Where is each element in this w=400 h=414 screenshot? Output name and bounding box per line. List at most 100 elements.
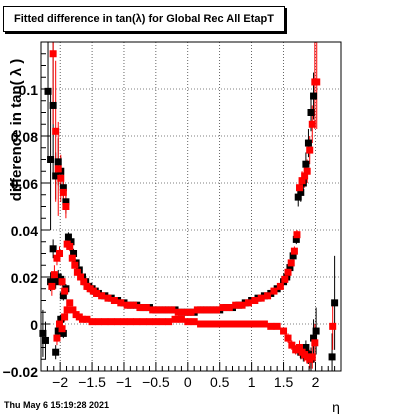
data-point-red — [193, 306, 201, 314]
x-tick-label: −1.5 — [78, 374, 106, 390]
data-point-red — [146, 318, 154, 326]
data-point-red — [273, 322, 281, 330]
data-point-black — [44, 87, 52, 95]
data-point-black — [70, 250, 78, 257]
data-point-red — [181, 308, 189, 316]
data-point-red — [69, 306, 77, 314]
data-point-black — [289, 252, 297, 260]
data-point-red — [152, 318, 160, 326]
chart-title: Fitted difference in tan(λ) for Global R… — [3, 6, 285, 32]
data-point-red — [213, 306, 221, 314]
data-point-black — [59, 292, 67, 300]
x-tick-label: −2 — [52, 374, 68, 390]
data-point-red — [73, 268, 81, 276]
data-point-red — [63, 306, 71, 314]
data-point-red — [216, 320, 224, 328]
data-point-black — [59, 329, 67, 337]
data-point-red — [288, 341, 296, 349]
data-point-red — [101, 318, 109, 326]
data-point-red — [120, 318, 128, 326]
data-point-red — [200, 306, 208, 314]
data-point-red — [49, 50, 57, 58]
data-point-red — [52, 127, 60, 135]
data-point-black — [297, 188, 305, 196]
data-point-red — [123, 301, 131, 309]
data-point-red — [257, 294, 265, 302]
data-point-red — [184, 318, 192, 326]
data-point-black — [312, 327, 320, 335]
data-point-red — [219, 304, 227, 312]
data-point-red — [308, 120, 316, 128]
data-point-black — [59, 184, 67, 192]
data-point-red — [244, 299, 252, 307]
data-point-red — [329, 322, 337, 330]
x-tick-label: 0 — [184, 374, 192, 390]
data-point-red — [62, 203, 70, 210]
data-point-red — [168, 306, 176, 314]
data-point-black — [41, 336, 49, 344]
data-point-black — [294, 193, 302, 201]
data-point-red — [254, 320, 262, 328]
data-point-red — [203, 320, 211, 328]
data-point-red — [155, 306, 163, 314]
data-point-red — [190, 318, 198, 326]
data-point-black — [286, 264, 294, 272]
data-point-red — [110, 297, 118, 304]
data-point-red — [264, 292, 272, 300]
data-point-black — [310, 334, 318, 342]
data-point-red — [171, 315, 179, 323]
data-point-red — [267, 322, 275, 330]
y-tick-label: 0.08 — [11, 129, 38, 145]
data-point-red — [114, 318, 122, 326]
data-point-red — [301, 172, 309, 180]
data-point-red — [296, 184, 304, 192]
data-point-red — [98, 292, 106, 300]
data-point-red — [209, 320, 217, 328]
y-axis-label: difference in tan( λ ) — [8, 59, 25, 202]
data-point-black — [302, 160, 310, 168]
data-point-red — [53, 254, 61, 262]
data-point-red — [56, 320, 64, 328]
data-point-red — [197, 320, 205, 328]
data-point-red — [284, 268, 292, 276]
x-tick-label: 2 — [312, 374, 320, 390]
data-point-red — [281, 275, 289, 283]
data-point-red — [260, 320, 268, 328]
data-point-black — [47, 278, 55, 286]
data-point-black — [49, 245, 57, 253]
chart-title-text: Fitted difference in tan(λ) for Global R… — [14, 13, 274, 25]
data-point-red — [71, 261, 79, 269]
y-tick-label: −0.02 — [3, 364, 39, 380]
y-tick-label: 0.06 — [11, 176, 38, 192]
data-point-red — [287, 259, 295, 267]
data-point-red — [241, 320, 249, 328]
data-point-red — [133, 318, 141, 326]
data-point-red — [292, 346, 300, 354]
data-point-black — [47, 156, 55, 163]
data-point-black — [57, 315, 65, 323]
data-point-black — [62, 198, 70, 206]
data-point-red — [313, 78, 321, 86]
data-point-red — [225, 304, 233, 312]
data-point-red — [80, 278, 88, 286]
x-tick-label: 0.5 — [210, 374, 230, 390]
data-point-red — [248, 320, 256, 328]
x-tick-label: −1 — [116, 374, 132, 390]
data-point-black — [302, 344, 310, 351]
y-tick-label: 0 — [30, 317, 38, 333]
data-point-red — [293, 231, 301, 239]
data-point-red — [130, 301, 138, 309]
data-point-red — [149, 306, 157, 314]
data-point-red — [58, 278, 66, 286]
data-point-black — [307, 109, 315, 116]
data-point-black — [52, 278, 60, 286]
data-point-red — [50, 271, 58, 279]
x-tick-label: 1 — [248, 374, 256, 390]
data-point-red — [48, 282, 56, 290]
data-point-red — [104, 294, 112, 302]
data-point-red — [177, 315, 185, 323]
data-point-red — [142, 304, 150, 312]
data-point-red — [61, 313, 69, 321]
data-point-red — [284, 334, 292, 342]
